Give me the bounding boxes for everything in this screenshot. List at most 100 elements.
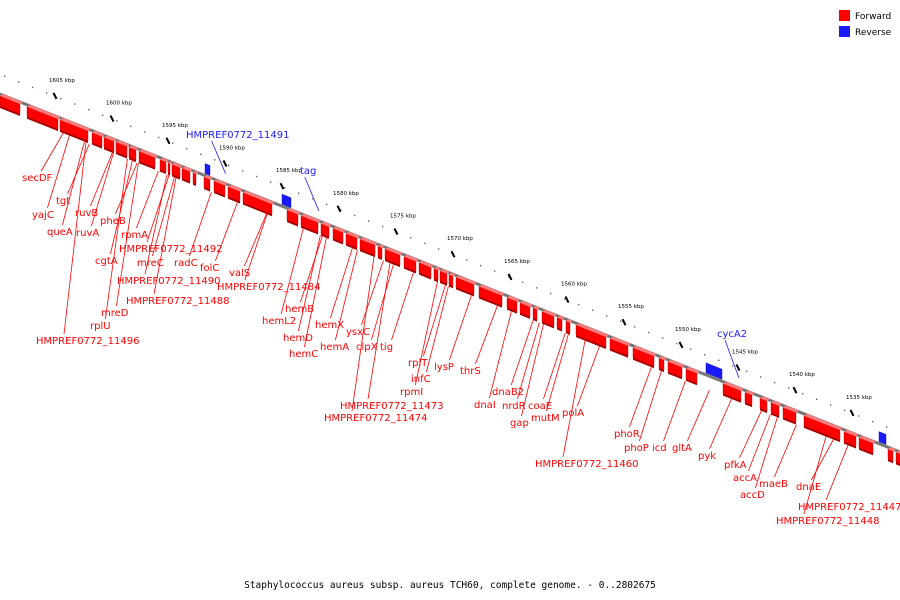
forward-gene-shadow <box>419 272 431 280</box>
forward-genes <box>0 94 900 466</box>
tick-label: 1570 kbp <box>447 236 473 242</box>
gene-label: ysxC <box>346 327 370 338</box>
tick-mark <box>621 318 627 326</box>
forward-gene-top <box>745 390 755 396</box>
tick-mark <box>849 409 855 417</box>
forward-gene-top <box>228 184 243 192</box>
forward-gene-shadow <box>228 196 240 204</box>
forward-gene-top <box>804 413 843 431</box>
forward-gene-top <box>686 366 700 374</box>
leader-line <box>755 417 778 489</box>
forward-gene-top <box>301 213 321 223</box>
leader-line <box>449 295 472 361</box>
tick-mark <box>792 386 798 394</box>
forward-gene-shadow <box>760 408 767 414</box>
gene-label: dnaI <box>474 400 496 411</box>
leader-line <box>629 366 652 428</box>
leader-line <box>215 202 238 262</box>
forward-gene-top <box>896 450 900 454</box>
leader-line <box>543 332 566 400</box>
forward-gene-shadow <box>360 249 375 258</box>
forward-gene-shadow <box>0 106 20 116</box>
forward-gene-top <box>760 396 770 402</box>
forward-gene-box <box>895 452 900 465</box>
forward-gene-shadow <box>378 256 382 260</box>
tick-label: 1550 kbp <box>675 327 701 333</box>
forward-gene-top <box>888 447 896 452</box>
scale-ticks: 1605 kbp 1600 kbp 1595 kbp 1590 kbp 1585 kbp… <box>49 78 872 417</box>
forward-gene-box <box>448 274 454 287</box>
forward-gene-top <box>321 221 332 227</box>
legend-reverse-label: Reverse <box>855 28 892 38</box>
forward-gene-top <box>287 208 301 215</box>
forward-gene-box <box>433 268 439 281</box>
leader-line <box>811 439 834 481</box>
leader-line <box>739 410 762 459</box>
forward-gene-top <box>378 244 385 248</box>
gene-label: thrS <box>460 366 481 377</box>
leader-line <box>136 170 159 229</box>
forward-gene-top <box>576 323 609 338</box>
forward-gene-shadow <box>566 331 570 335</box>
forward-gene-top <box>27 104 61 120</box>
forward-gene-shadow <box>633 357 654 369</box>
gene-label: tig <box>380 342 393 353</box>
gene-label: ruvA <box>76 228 99 239</box>
forward-gene-top <box>168 160 173 164</box>
gene-label: hemX <box>315 320 344 331</box>
reverse-gene-box <box>878 431 887 445</box>
forward-gene-top <box>172 162 183 168</box>
leader-line <box>144 174 168 275</box>
leader-line <box>244 214 268 281</box>
gene-label: HMPREF0772_11496 <box>36 336 139 347</box>
forward-gene-shadow <box>507 307 517 314</box>
forward-gene-top <box>440 269 450 274</box>
leader-line <box>371 264 394 341</box>
tick-label: 1565 kbp <box>504 259 530 265</box>
forward-gene-top <box>783 405 799 413</box>
leader-line <box>115 162 138 215</box>
leader-line <box>517 322 540 400</box>
leader-line <box>546 333 569 412</box>
gene-label: secDF <box>22 173 53 184</box>
tick-mark <box>564 296 570 303</box>
forward-gene-box <box>556 317 563 330</box>
leader-line <box>152 177 175 257</box>
forward-gene-top <box>139 149 158 158</box>
gene-label: accD <box>740 490 765 501</box>
forward-gene-shadow <box>385 259 400 268</box>
forward-gene-shadow <box>321 233 329 239</box>
leader-line <box>335 250 358 341</box>
leader-line <box>748 414 771 472</box>
gene-label: folC <box>200 263 219 274</box>
gene-label: pyk <box>698 451 716 462</box>
forward-gene-shadow <box>160 169 166 175</box>
leader-line <box>426 286 449 373</box>
gene-label: valS <box>229 268 250 279</box>
forward-gene-top <box>668 359 685 368</box>
forward-gene-box <box>565 320 571 334</box>
forward-gene-shadow <box>287 220 298 227</box>
forward-gene-box <box>532 307 538 320</box>
leader-line <box>577 346 600 407</box>
leader-line <box>391 272 414 341</box>
leader-line <box>709 398 732 450</box>
forward-gene-shadow <box>346 243 357 251</box>
forward-gene-shadow <box>686 378 697 386</box>
leader-line <box>90 152 113 207</box>
leader-line <box>475 305 498 365</box>
forward-gene-shadow <box>456 287 474 297</box>
gene-label: pfkA <box>724 460 747 471</box>
leader-line <box>63 142 87 335</box>
gene-label: icd <box>652 443 667 454</box>
forward-gene-shadow <box>557 327 562 332</box>
forward-gene-top <box>333 226 346 233</box>
gene-label: HMPREF0772_11447 <box>798 502 900 513</box>
forward-gene-shadow <box>449 284 453 289</box>
tick-label: 1560 kbp <box>561 282 587 288</box>
tick-mark <box>52 92 58 100</box>
tick-mark <box>393 228 399 235</box>
gene-label: mreC <box>137 258 164 269</box>
gene-label: phoR <box>614 429 640 440</box>
